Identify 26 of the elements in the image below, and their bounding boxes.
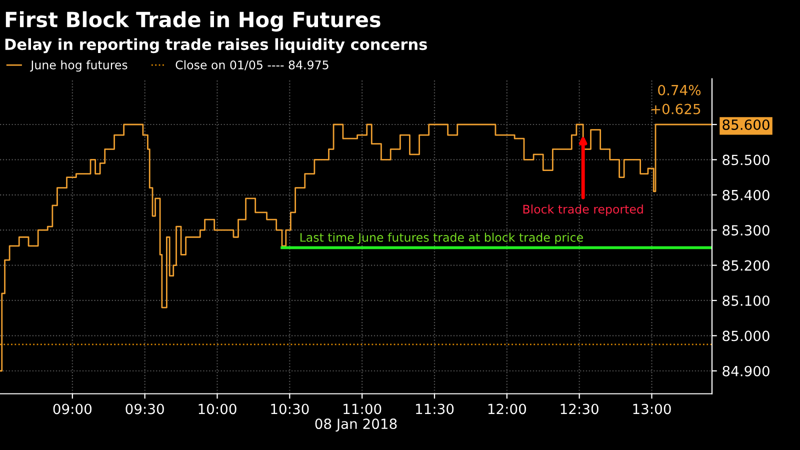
x-tick-label: 09:00 (53, 404, 92, 414)
x-tick-label: 10:30 (271, 404, 309, 414)
x-tick-label: 11:30 (416, 404, 454, 414)
legend-label: June hog futures (30, 60, 128, 72)
chart-title: First Block Trade in Hog Futures (6, 11, 380, 32)
x-tick-label: 13:00 (633, 404, 671, 414)
y-tick-label: 85.400 (722, 190, 770, 200)
y-tick-label: 85.300 (722, 225, 770, 236)
legend-label: Close on 01/05 ---- 84.975 (176, 60, 328, 70)
x-tick-label: 11:00 (344, 404, 382, 414)
y-tick-label: 84.900 (722, 366, 770, 376)
y-tick-label: 85.100 (722, 295, 770, 306)
y-tick-label: 85.500 (722, 154, 770, 166)
annotation: Block trade reported (523, 204, 643, 216)
annotation: +0.625 (651, 104, 700, 114)
chart-subtitle: Delay in reporting trade raises liquidity concerns (5, 38, 427, 54)
y-tick-label: 85.200 (722, 260, 770, 271)
x-tick-label: 09:30 (126, 404, 164, 414)
x-tick-label: 12:30 (560, 404, 598, 414)
x-tick-label: 10:00 (198, 404, 236, 414)
x-tick-label: 12:00 (488, 404, 526, 414)
y-tick-label: 85.000 (722, 330, 770, 342)
annotation: Last time June futures trade at block trade price (300, 232, 583, 244)
annotation: 0.74% (658, 84, 701, 96)
y-tick-label: 85.600 (722, 119, 770, 130)
x-axis-title: 08 Jan 2018 (315, 418, 397, 432)
